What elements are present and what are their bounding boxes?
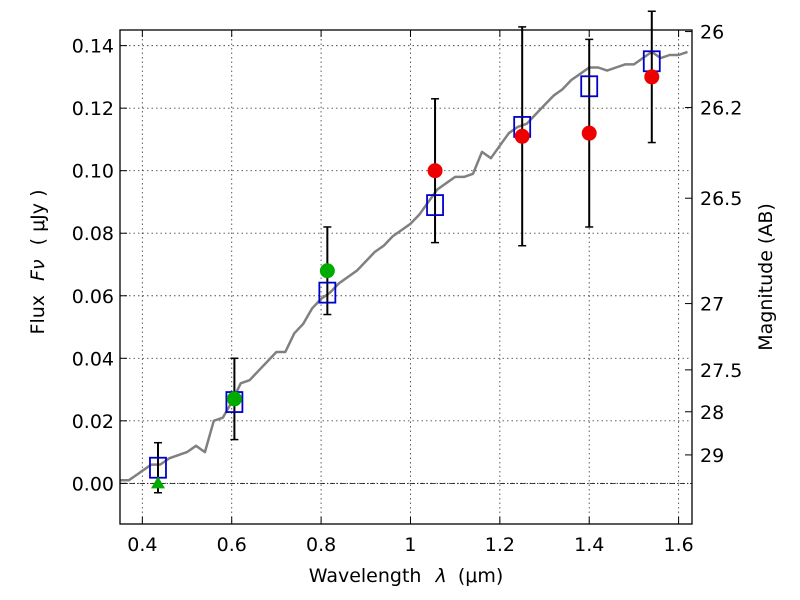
x-tick-label: 1.4	[574, 534, 604, 556]
hst-flux-marker	[226, 391, 242, 407]
ir-flux-marker	[514, 128, 530, 144]
y-tick-label: 0.14	[72, 36, 114, 58]
x-tick-label: 1.6	[663, 534, 693, 556]
x-axis-label-text: Wavelength	[309, 565, 422, 587]
x-axis-label-unit: (μm)	[458, 565, 503, 587]
ir-flux-marker	[581, 125, 597, 141]
right-tick-label: 26.5	[700, 188, 742, 210]
y-tick-label: 0.10	[72, 161, 114, 183]
ir-flux-marker	[427, 163, 443, 179]
x-tick-label: 1	[404, 534, 416, 556]
plot-frame	[119, 29, 693, 525]
right-tick-label: 27	[700, 294, 724, 316]
x-tick-label: 1.2	[485, 534, 515, 556]
y-tick-label: 0.08	[72, 223, 114, 245]
data-points-group	[149, 50, 661, 489]
y-tick-label: 0.00	[72, 473, 114, 495]
ir-flux-marker	[644, 69, 660, 85]
y-tick-label: 0.02	[72, 411, 114, 433]
x-tick-label: 0.8	[306, 534, 336, 556]
template-spectrum-group	[120, 50, 688, 482]
model-flux-marker	[318, 281, 337, 304]
y-tick-label: 0.06	[72, 286, 114, 308]
y-tick-label: 0.12	[72, 98, 114, 120]
y-axis-label-unit: ( μJy )	[27, 190, 49, 246]
hst-flux-marker	[319, 263, 335, 279]
right-axis-label: Magnitude (AB)	[755, 203, 777, 351]
right-tick-label: 26.2	[700, 98, 742, 120]
x-tick-label: 0.4	[127, 534, 157, 556]
y-axis-label: Flux Fν ( μJy )	[27, 190, 49, 335]
x-axis-label: Wavelength λ (μm)	[309, 565, 503, 587]
model-flux-marker	[426, 194, 444, 216]
right-tick-label: 28	[700, 402, 724, 424]
template-spectrum-line	[120, 50, 688, 482]
model-flux-marker	[580, 75, 599, 98]
y-axis-label-text: Flux	[27, 295, 49, 335]
axis-labels-group: Wavelength λ (μm) Flux Fν ( μJy ) Magnit…	[27, 190, 777, 587]
y-tick-label: 0.04	[72, 348, 114, 370]
x-axis-label-symbol: λ	[435, 565, 447, 587]
y-axis-label-symbol: Fν	[27, 259, 49, 281]
x-tick-label: 0.6	[217, 534, 247, 556]
upper-limit-marker	[150, 476, 165, 489]
ticks-group: 0.4 0.6 0.8 1 1.2 1.4 1.6 0.00 0.02 0.04 0.06 0.08 0…	[72, 22, 743, 556]
right-tick-label: 27.5	[700, 360, 742, 382]
right-tick-label: 26	[700, 22, 724, 44]
right-tick-label: 29	[700, 445, 724, 467]
